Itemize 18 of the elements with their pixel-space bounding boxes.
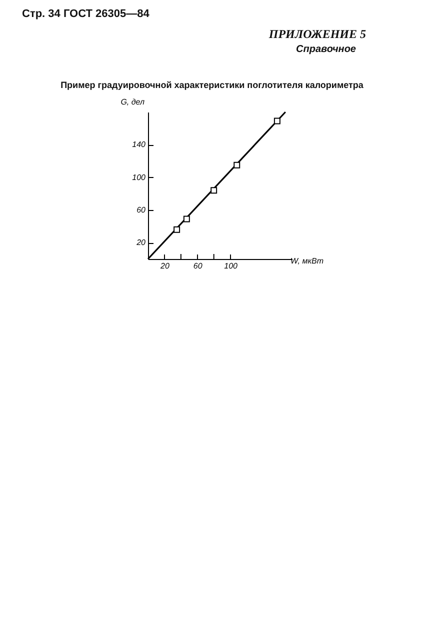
x-tick-label: 20 [160, 262, 170, 270]
chart-title: Пример градуировочной характеристики поглотителя калориметра [60, 80, 364, 90]
y-axis-title: G, дел [120, 98, 145, 106]
text: Стр. 34 ГОСТ 26305—84 [22, 8, 150, 20]
point [183, 216, 190, 222]
point [210, 187, 218, 194]
point [174, 226, 180, 233]
y-tick-label: 140 [132, 140, 146, 150]
text: ПРИЛОЖЕНИЕ 5 [268, 27, 366, 42]
x-tick-label: 100 [224, 262, 238, 270]
text: Справочное [296, 44, 356, 55]
point [234, 162, 240, 168]
x-tick-label: 60 [193, 262, 203, 270]
y-tick-label: 100 [132, 172, 146, 182]
point [274, 118, 280, 124]
y-tick-label: 20 [136, 238, 146, 248]
x-axis-title: W, мкВт [290, 256, 324, 266]
y-tick-label: 60 [136, 206, 146, 214]
